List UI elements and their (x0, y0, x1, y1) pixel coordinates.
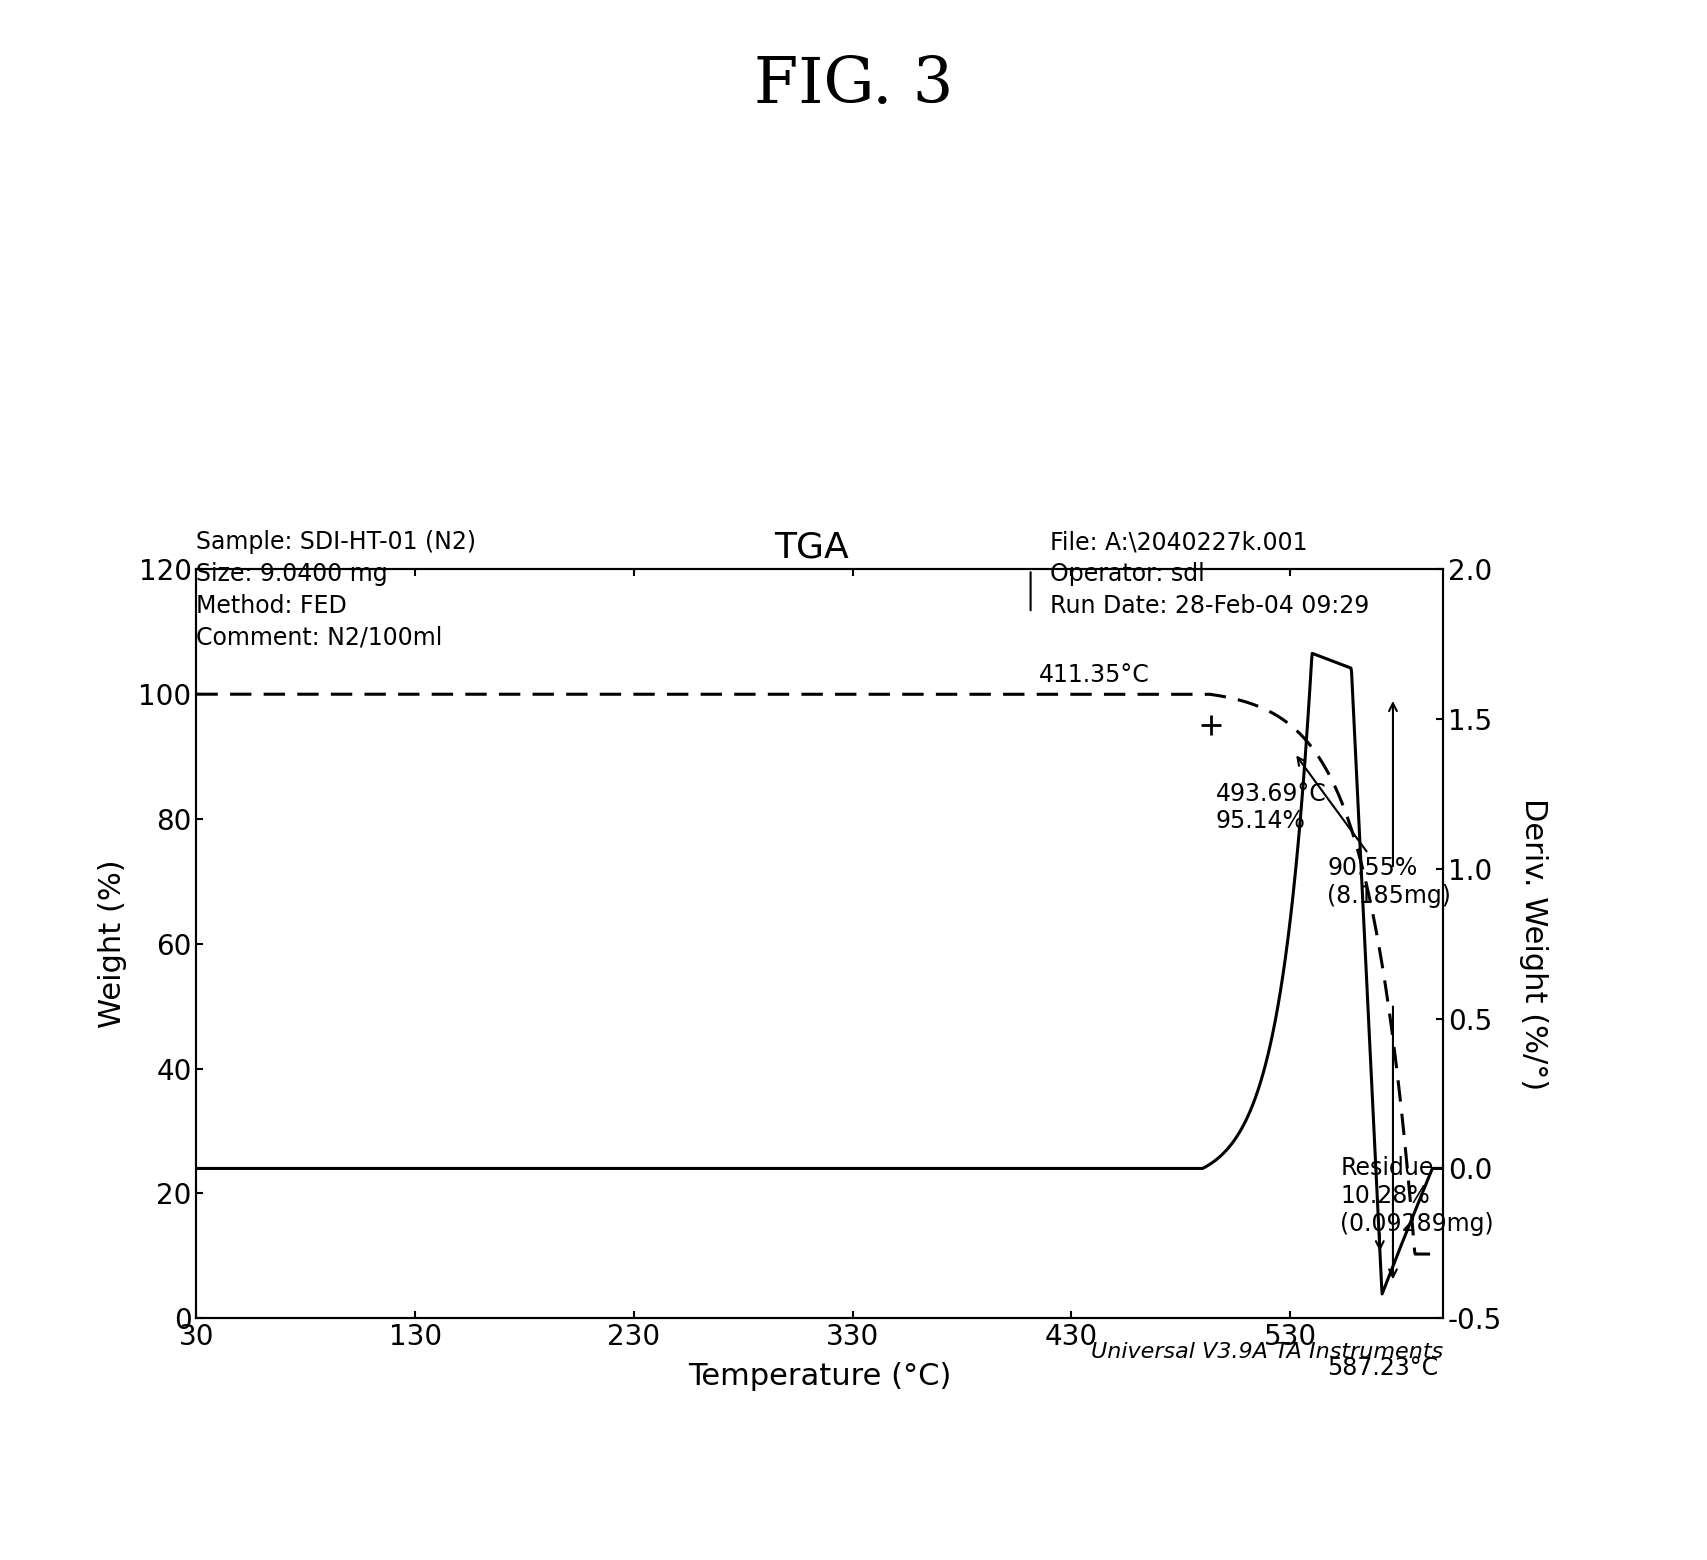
Text: File: A:\2040227k.001
Operator: sdl
Run Date: 28-Feb-04 09:29: File: A:\2040227k.001 Operator: sdl Run … (1050, 530, 1369, 618)
Text: 411.35°C: 411.35°C (1038, 663, 1149, 686)
X-axis label: Temperature (°C): Temperature (°C) (688, 1362, 951, 1392)
Text: Universal V3.9A TA Instruments: Universal V3.9A TA Instruments (1091, 1342, 1442, 1362)
Text: 493.69°C
95.14%: 493.69°C 95.14% (1215, 782, 1326, 833)
Y-axis label: Deriv. Weight (%/°): Deriv. Weight (%/°) (1518, 797, 1547, 1090)
Text: 587.23°C: 587.23°C (1326, 1356, 1437, 1379)
Text: Residue
10.28%
(0.09289mg): Residue 10.28% (0.09289mg) (1340, 1156, 1494, 1236)
Text: Sample: SDI-HT-01 (N2)
Size: 9.0400 mg
Method: FED
Comment: N2/100ml: Sample: SDI-HT-01 (N2) Size: 9.0400 mg M… (196, 530, 476, 649)
Text: FIG. 3: FIG. 3 (754, 55, 953, 115)
Y-axis label: Weight (%): Weight (%) (99, 860, 128, 1028)
Text: 90.55%
(8.185mg): 90.55% (8.185mg) (1297, 757, 1451, 908)
Text: TGA: TGA (773, 530, 848, 565)
